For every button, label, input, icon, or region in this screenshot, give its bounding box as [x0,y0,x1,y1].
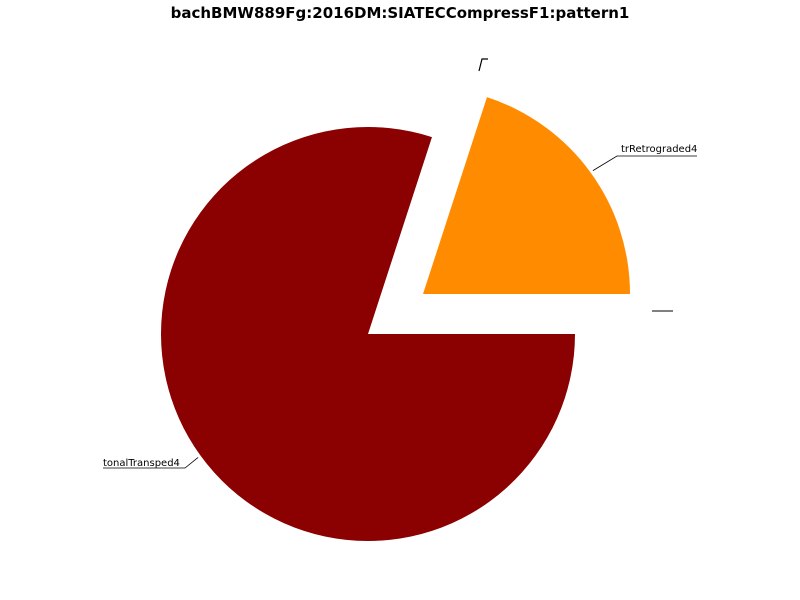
slice-label-trRetrograded4: trRetrograded4 [621,144,697,155]
pie-slices [160,97,631,541]
label-leader-line [592,155,697,171]
decorative-stroke [478,58,488,72]
slice-label-tonalTransped4: tonalTransped4 [103,458,180,469]
pie-labels: trRetrograded4 tonalTransped4 [103,144,697,469]
chart-title: bachBMW889Fg:2016DM:SIATECCompressF1:pat… [170,4,630,22]
pie-slice-tonalTransped4 [160,126,575,541]
label-leader-line [103,457,199,469]
pie-slice-trRetrograded4 [423,97,631,295]
